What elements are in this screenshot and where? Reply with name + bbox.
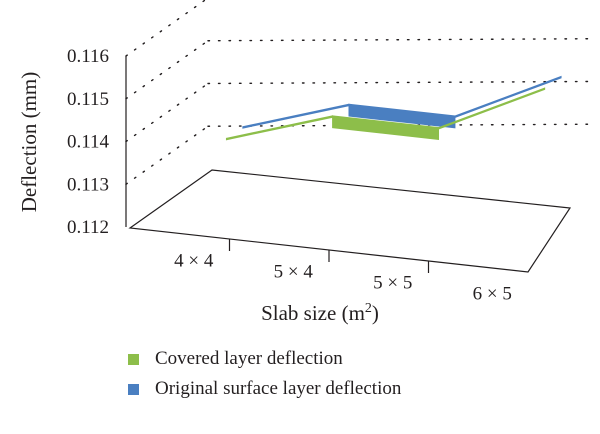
gridline-side-2 (125, 82, 209, 143)
series-1-segment-1 (348, 103, 456, 129)
legend-label-original: Original surface layer deflection (155, 378, 402, 399)
legend-label-covered: Covered layer deflection (155, 348, 343, 369)
y-tick-label: 0.114 (67, 132, 110, 153)
y-tick-label: 0.115 (67, 89, 109, 110)
floor-plane (128, 169, 572, 273)
legend-swatch-covered (128, 353, 139, 365)
x-tick-label: 4 × 4 (174, 251, 214, 272)
gridline-side-1 (125, 125, 209, 185)
y-tick-label: 0.116 (67, 46, 109, 67)
legend-item-covered: Covered layer deflection (128, 344, 401, 374)
series-1-segment-2 (454, 75, 562, 119)
legend-item-original: Original surface layer deflection (128, 374, 401, 404)
legend-swatch-original (128, 383, 139, 395)
legend: Covered layer deflection Original surfac… (128, 344, 401, 404)
x-tick-label: 5 × 4 (274, 262, 314, 283)
y-tick-label: 0.112 (67, 217, 109, 238)
gridline-side-3 (125, 40, 209, 100)
y-axis-title: Deflection (mm) (17, 72, 41, 213)
gridline-back-2 (207, 80, 589, 85)
series-0-segment-1 (332, 115, 440, 140)
x-tick-label: 5 × 5 (373, 273, 412, 294)
x-tick-label: 6 × 5 (473, 284, 512, 305)
y-tick-label: 0.113 (67, 174, 109, 195)
gridline-side-4 (125, 0, 207, 57)
x-axis-title: Slab size (m2) (261, 301, 379, 325)
gridline-back-3 (207, 38, 589, 42)
series-0-segment-2 (438, 87, 546, 130)
